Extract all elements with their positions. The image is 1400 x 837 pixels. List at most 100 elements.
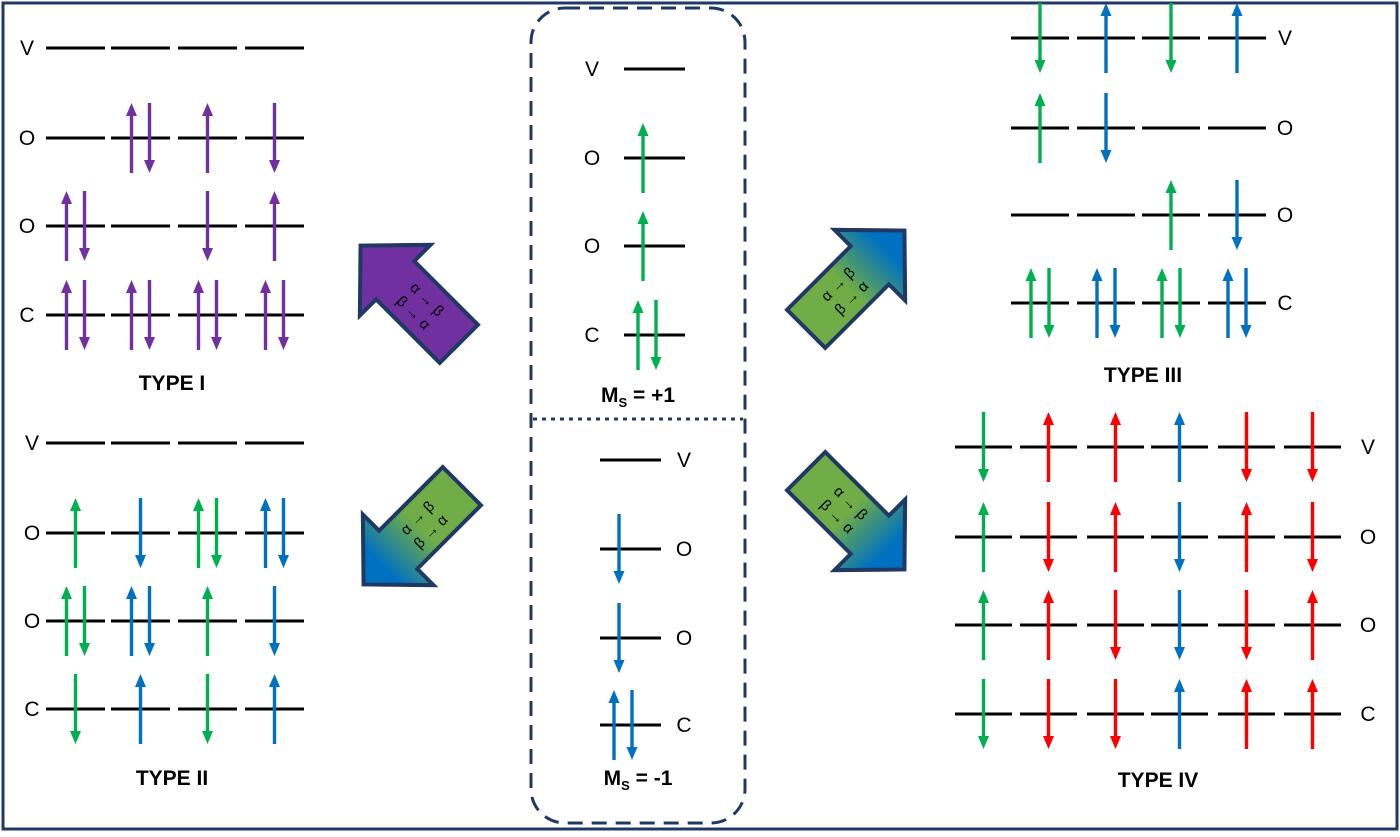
up-spin-arrow bbox=[1043, 590, 1054, 660]
up-spin-arrow bbox=[126, 103, 137, 173]
type-iii-title: TYPE III bbox=[1104, 364, 1182, 387]
up-spin-arrow bbox=[61, 586, 72, 656]
down-spin-arrow bbox=[202, 674, 213, 744]
center-level-label: C bbox=[676, 714, 691, 737]
up-spin-arrow bbox=[637, 123, 649, 193]
up-spin-arrow bbox=[193, 280, 204, 350]
type-iii-level-label: O bbox=[1277, 204, 1293, 227]
transfer-arrow-body bbox=[784, 449, 908, 573]
ms-plus-label: MS = +1 bbox=[601, 384, 675, 410]
down-spin-arrow bbox=[269, 586, 280, 656]
up-spin-arrow bbox=[978, 590, 989, 660]
down-spin-arrow bbox=[1034, 3, 1046, 73]
type-iv-panel: V O O C bbox=[955, 412, 1376, 749]
transfer-arrow-body bbox=[360, 464, 484, 588]
transfer-arrow-body bbox=[784, 227, 908, 351]
up-spin-arrow bbox=[1174, 412, 1185, 482]
transfer-arrow-to-type-i: α → ββ → α bbox=[357, 242, 481, 366]
ms-plus-subscript: S bbox=[618, 395, 627, 410]
down-spin-arrow bbox=[1174, 268, 1186, 338]
up-spin-arrow bbox=[269, 674, 280, 744]
up-spin-arrow bbox=[61, 280, 72, 350]
down-spin-arrow bbox=[1174, 590, 1185, 660]
up-spin-arrow bbox=[269, 191, 280, 261]
type-iii-level-label: O bbox=[1277, 117, 1293, 140]
transfer-arrow-to-type-iv: α → ββ → α bbox=[784, 449, 908, 573]
transfer-arrow-to-type-iii: α → ββ → α bbox=[784, 227, 908, 351]
center-level-label: O bbox=[676, 538, 692, 561]
up-spin-arrow bbox=[1091, 268, 1103, 338]
down-spin-arrow bbox=[1240, 268, 1252, 338]
center-states-layer: V O O C V O O C bbox=[584, 58, 692, 760]
down-spin-arrow bbox=[144, 103, 155, 173]
type-iv-title: TYPE IV bbox=[1118, 769, 1199, 792]
type-ii-level-label: V bbox=[25, 432, 39, 455]
ms-plus-value: = +1 bbox=[627, 384, 675, 407]
up-spin-arrow bbox=[70, 498, 81, 568]
up-spin-arrow bbox=[1110, 412, 1121, 482]
down-spin-arrow bbox=[1110, 590, 1121, 660]
transfer-arrow-body bbox=[357, 242, 481, 366]
up-spin-arrow bbox=[61, 191, 72, 261]
type-iv-level-label: C bbox=[1360, 703, 1375, 726]
center-bottom-state: V O O C bbox=[600, 449, 692, 760]
up-spin-arrow bbox=[1110, 502, 1121, 572]
type-iii-level-label: C bbox=[1277, 292, 1292, 315]
up-spin-arrow bbox=[1025, 268, 1037, 338]
transfer-arrows-layer: α → ββ → α α → ββ → α α → ββ → α α → ββ → α bbox=[357, 227, 908, 588]
center-dashed-box bbox=[529, 6, 747, 825]
up-spin-arrow bbox=[1307, 590, 1318, 660]
type-iv-level-label: V bbox=[1361, 436, 1375, 459]
down-spin-arrow bbox=[1165, 3, 1177, 73]
type-ii-title: TYPE II bbox=[136, 767, 208, 790]
up-spin-arrow bbox=[1307, 679, 1318, 749]
down-spin-arrow bbox=[269, 103, 280, 173]
center-level-label: V bbox=[677, 449, 691, 472]
down-spin-arrow bbox=[79, 586, 90, 656]
down-spin-arrow bbox=[978, 412, 989, 482]
type-iv-level-label: O bbox=[1360, 526, 1376, 549]
down-spin-arrow bbox=[79, 280, 90, 350]
up-spin-arrow bbox=[202, 586, 213, 656]
type-ii-level-label: C bbox=[24, 698, 39, 721]
up-spin-arrow bbox=[135, 674, 146, 744]
type-i-panel: V O O C bbox=[19, 37, 304, 350]
type-i-level-label: V bbox=[20, 37, 34, 60]
type-i-level-label: O bbox=[19, 127, 35, 150]
type-iii-level-label: V bbox=[1278, 27, 1292, 50]
type-i-level-label: O bbox=[19, 215, 35, 238]
up-spin-arrow bbox=[1174, 679, 1185, 749]
up-spin-arrow bbox=[1156, 268, 1168, 338]
center-level-label: O bbox=[584, 147, 600, 170]
up-spin-arrow bbox=[1165, 180, 1177, 250]
ms-minus-label: MS = -1 bbox=[604, 767, 673, 793]
up-spin-arrow bbox=[260, 498, 271, 568]
type-ii-level-label: O bbox=[24, 610, 40, 633]
type-ii-level-label: O bbox=[24, 522, 40, 545]
up-spin-arrow bbox=[1100, 3, 1112, 73]
center-level-label: V bbox=[585, 58, 599, 81]
up-spin-arrow bbox=[126, 586, 137, 656]
ms-minus-subscript: S bbox=[621, 778, 630, 793]
center-level-label: C bbox=[584, 324, 599, 347]
center-level-label: O bbox=[676, 627, 692, 650]
down-spin-arrow bbox=[1110, 679, 1121, 749]
up-spin-arrow bbox=[1241, 502, 1252, 572]
ms-minus-m: M bbox=[604, 767, 622, 790]
down-spin-arrow bbox=[978, 679, 989, 749]
transfer-arrow-to-type-ii: α → ββ → α bbox=[360, 464, 484, 588]
down-spin-arrow bbox=[202, 191, 213, 261]
up-spin-arrow bbox=[260, 280, 271, 350]
down-spin-arrow bbox=[144, 586, 155, 656]
down-spin-arrow bbox=[1174, 502, 1185, 572]
down-spin-arrow bbox=[1241, 590, 1252, 660]
up-spin-arrow bbox=[1222, 268, 1234, 338]
down-spin-arrow bbox=[1043, 679, 1054, 749]
type-i-title: TYPE I bbox=[139, 372, 206, 395]
down-spin-arrow bbox=[1231, 180, 1243, 250]
type-iii-panel: V O O C bbox=[1011, 3, 1293, 338]
down-spin-arrow bbox=[135, 498, 146, 568]
